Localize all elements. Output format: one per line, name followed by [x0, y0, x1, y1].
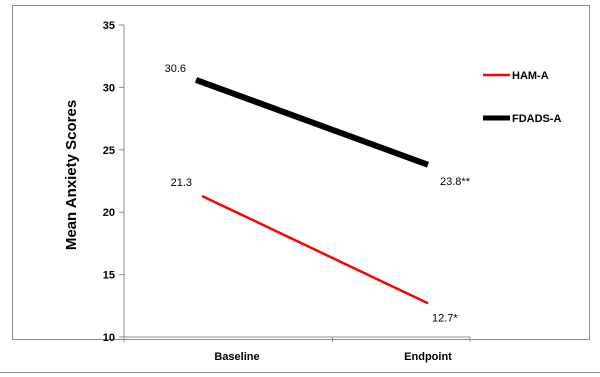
data-label: 12.7*: [432, 312, 458, 324]
series-line-fdads-a: [194, 77, 430, 168]
data-label: 30.6: [165, 63, 186, 75]
y-tick-label: 35: [103, 20, 115, 32]
y-tick-label: 10: [103, 332, 115, 344]
bottom-rule: [0, 372, 600, 373]
chart-frame: [12, 5, 590, 340]
data-label: 21.3: [171, 177, 192, 189]
y-tick-label: 25: [103, 145, 115, 157]
y-tick-label: 20: [103, 207, 115, 219]
legend-label: HAM-A: [512, 70, 549, 82]
x-axis: Baseline Endpoint: [123, 336, 471, 363]
series-line-ham-a: [201, 194, 429, 305]
x-tick-label: Baseline: [214, 351, 259, 363]
y-axis-label: Mean Anxiety Scores: [63, 100, 80, 250]
y-axis: 10 15 20 25 30 35: [103, 20, 125, 344]
legend: HAM-A FDADS-A: [483, 70, 562, 125]
series: 21.3 12.7* 30.6 23.8**: [165, 63, 471, 324]
y-tick-label: 15: [103, 270, 115, 282]
data-label: 23.8**: [440, 176, 471, 188]
x-tick-label: Endpoint: [404, 351, 452, 363]
legend-label: FDADS-A: [512, 113, 562, 125]
y-tick-label: 30: [103, 82, 115, 94]
